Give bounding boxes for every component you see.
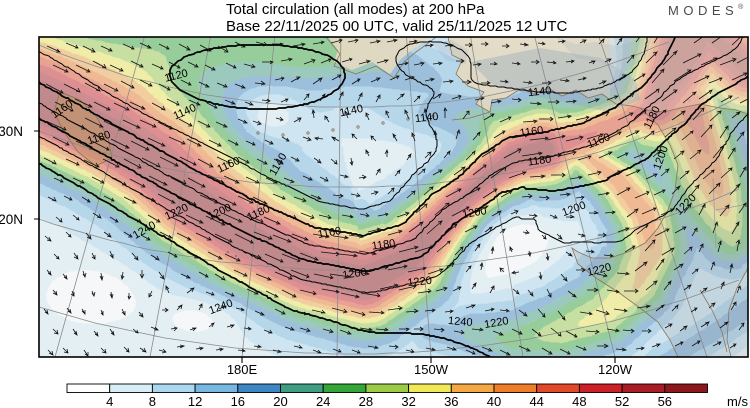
svg-text:1180: 1180: [527, 153, 552, 168]
svg-text:40: 40: [487, 394, 501, 408]
svg-text:24: 24: [316, 394, 330, 408]
svg-text:12: 12: [188, 394, 202, 408]
svg-text:1220: 1220: [483, 315, 509, 331]
svg-text:1140: 1140: [527, 85, 552, 99]
svg-text:30N: 30N: [0, 124, 23, 139]
svg-text:16: 16: [231, 394, 245, 408]
svg-text:8: 8: [149, 394, 156, 408]
svg-text:1140: 1140: [339, 103, 365, 120]
svg-text:56: 56: [658, 394, 672, 408]
svg-text:1160: 1160: [317, 225, 342, 241]
svg-text:m/s: m/s: [727, 394, 748, 408]
svg-text:120W: 120W: [598, 362, 633, 377]
svg-text:28: 28: [359, 394, 373, 408]
svg-text:150W: 150W: [414, 362, 449, 377]
svg-text:20N: 20N: [0, 212, 23, 227]
svg-text:52: 52: [615, 394, 629, 408]
svg-text:180E: 180E: [227, 362, 258, 377]
svg-text:36: 36: [444, 394, 458, 408]
svg-text:32: 32: [401, 394, 415, 408]
svg-text:48: 48: [572, 394, 586, 408]
svg-text:44: 44: [529, 394, 543, 408]
svg-text:1180: 1180: [371, 237, 396, 252]
svg-text:1240: 1240: [448, 315, 473, 329]
svg-text:20: 20: [273, 394, 287, 408]
svg-text:4: 4: [106, 394, 113, 408]
